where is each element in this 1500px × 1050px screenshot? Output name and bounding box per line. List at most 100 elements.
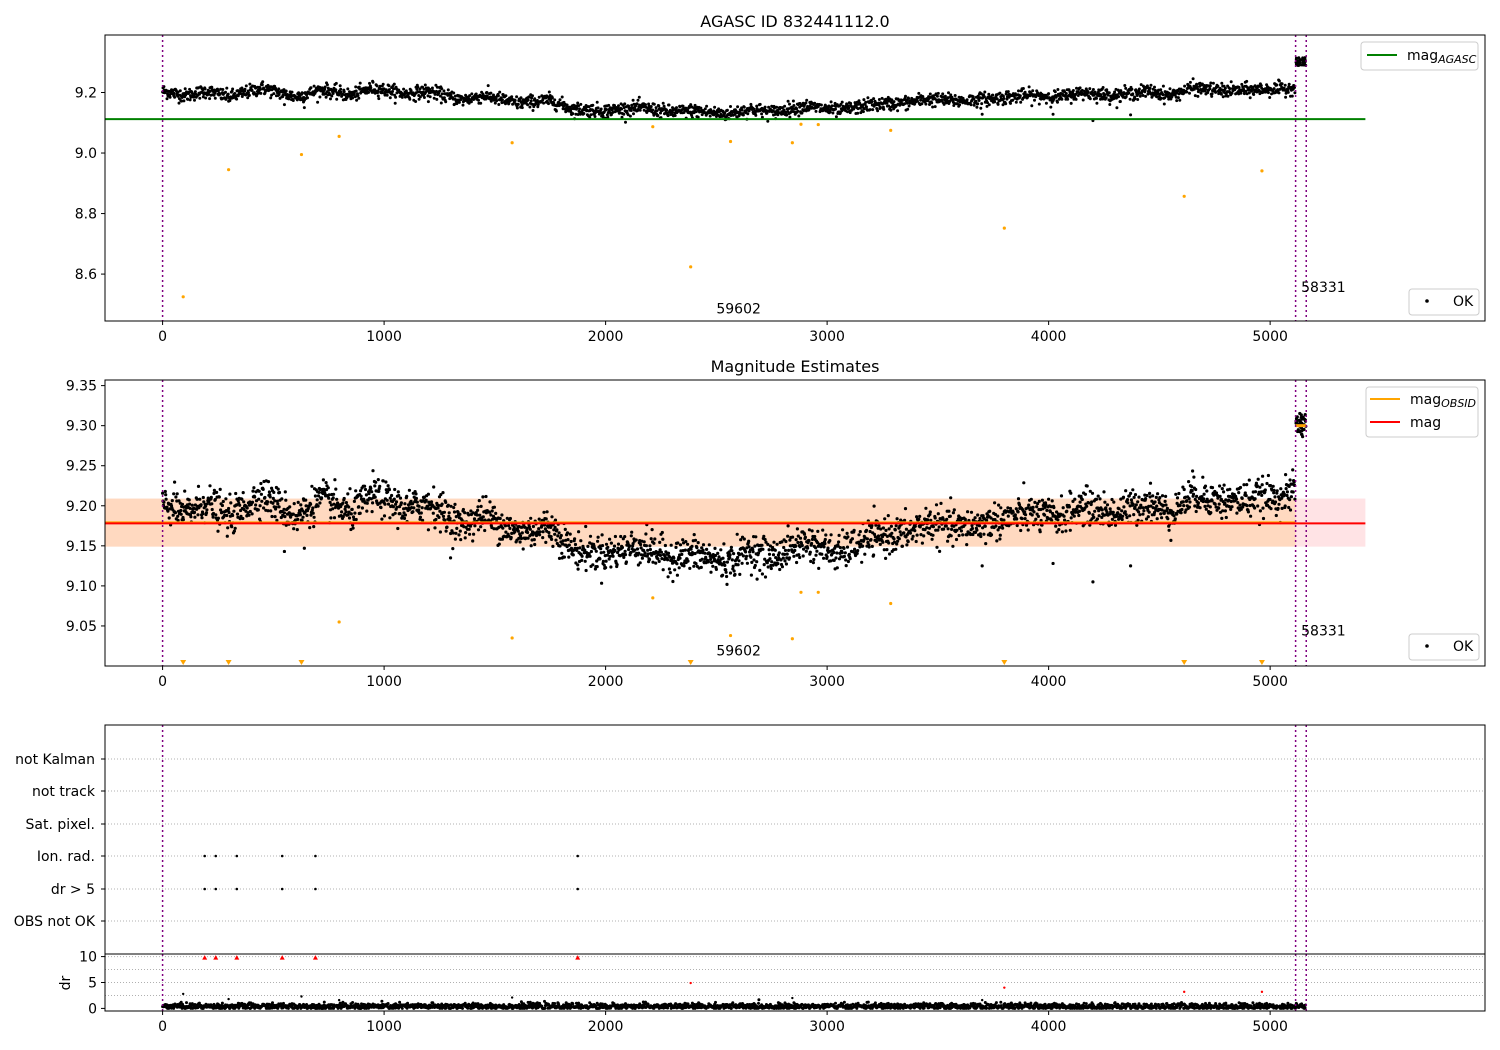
ok-point: [346, 492, 350, 496]
ok-point: [623, 102, 627, 106]
ok-point: [803, 535, 808, 539]
ok-point: [864, 528, 869, 532]
ok-point: [419, 511, 423, 515]
ok-point: [363, 484, 367, 488]
ok-point: [648, 547, 653, 552]
ok-point: [1081, 98, 1085, 102]
ok-point: [359, 494, 363, 498]
ok-point: [1182, 504, 1186, 508]
ok-point: [331, 496, 335, 500]
ok-point: [767, 552, 772, 556]
ok-point: [777, 111, 781, 115]
ok-point: [952, 508, 956, 512]
ok-point: [686, 542, 690, 546]
ok-point: [461, 507, 465, 512]
ok-point: [609, 541, 614, 545]
ok-point: [862, 98, 866, 102]
ok-point: [807, 107, 811, 110]
ok-point: [686, 559, 690, 563]
ok-point: [1016, 510, 1020, 514]
ok-point: [272, 490, 276, 494]
ok-point: [762, 563, 766, 567]
ok-point: [1220, 81, 1224, 85]
ok-point: [341, 501, 345, 505]
ok-point: [1108, 103, 1112, 106]
ok-point: [371, 469, 375, 473]
ok-point: [414, 492, 418, 496]
ok-point: [1294, 56, 1298, 60]
ok-point: [885, 101, 889, 105]
ok-point: [768, 557, 772, 561]
ok-point: [846, 104, 850, 108]
ok-point: [1047, 92, 1051, 96]
ok-point: [623, 549, 627, 554]
ok-point: [334, 88, 338, 92]
ok-point: [1124, 86, 1128, 90]
panel-title-magnitude-estimates: Magnitude Estimates: [711, 357, 880, 376]
ok-point: [1124, 489, 1128, 493]
ok-point: [796, 109, 800, 113]
ok-point: [742, 105, 746, 109]
ok-point: [631, 98, 635, 102]
ok-point: [925, 526, 929, 530]
ok-point: [877, 98, 881, 101]
ok-point: [653, 537, 657, 541]
ok-point: [383, 93, 387, 97]
ok-point: [382, 514, 387, 518]
ok-point: [629, 109, 633, 112]
ok-point: [662, 104, 666, 108]
ok-point: [452, 506, 456, 510]
ok-point: [486, 84, 490, 88]
ok-point: [930, 101, 934, 105]
ok-point: [453, 537, 457, 541]
ok-point: [1277, 91, 1281, 95]
ok-point: [533, 97, 537, 101]
ok-point: [521, 547, 525, 551]
ok-point: [553, 98, 557, 102]
ok-point: [311, 511, 315, 515]
ok-point: [211, 515, 215, 519]
ok-point: [280, 497, 284, 501]
ok-point: [675, 106, 678, 110]
ok-point: [983, 524, 987, 528]
ok-point: [589, 549, 594, 554]
ok-point: [1228, 87, 1232, 91]
ok-point: [164, 493, 168, 497]
ok-point: [1151, 494, 1155, 498]
ok-point: [399, 501, 403, 505]
ok-point: [579, 539, 583, 543]
ok-point: [494, 511, 498, 515]
ok-point: [654, 561, 658, 565]
ok-point: [1069, 491, 1073, 495]
ok-point: [673, 568, 677, 572]
ok-point: [924, 102, 928, 106]
ok-point: [807, 539, 811, 543]
obs-not-ok-point: [816, 122, 820, 127]
obs-not-ok-point: [689, 265, 693, 269]
ok-point: [973, 516, 977, 520]
ok-point: [808, 550, 812, 554]
ok-point: [675, 562, 679, 566]
ok-point: [351, 526, 355, 530]
ok-point: [613, 104, 616, 107]
ok-point: [647, 557, 652, 562]
ok-point: [949, 93, 953, 97]
ok-point: [334, 487, 338, 491]
ok-point: [736, 105, 740, 109]
ok-point: [1210, 92, 1214, 96]
ok-point: [821, 528, 825, 532]
ok-point: [386, 484, 390, 488]
ok-point: [400, 95, 404, 99]
ok-point: [1209, 81, 1213, 85]
ok-point: [1002, 518, 1006, 522]
ok-point: [1051, 112, 1055, 116]
ok-point: [396, 526, 400, 531]
ok-point: [320, 496, 324, 500]
ok-point: [1138, 513, 1142, 517]
ok-point: [459, 538, 463, 542]
obs-not-ok-point: [1002, 226, 1006, 230]
ok-point: [500, 513, 504, 517]
ok-point: [696, 541, 700, 545]
ok-point: [699, 565, 703, 570]
ok-point: [374, 480, 378, 484]
